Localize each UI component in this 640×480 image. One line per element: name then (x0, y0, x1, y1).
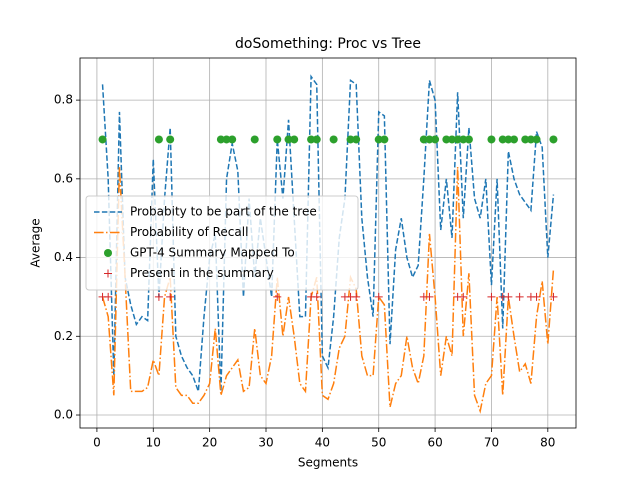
point (459, 135, 468, 144)
point (532, 135, 541, 144)
series-line (101, 74, 555, 392)
point (166, 135, 175, 144)
legend-label: Present in the summary (130, 266, 274, 280)
plus-marker (273, 292, 282, 301)
point (521, 135, 530, 144)
plus-marker (549, 292, 558, 301)
series-line (101, 166, 555, 414)
x-tick-label: 20 (202, 436, 217, 450)
point (464, 135, 473, 144)
plus-marker (352, 292, 361, 301)
plus-marker (154, 292, 163, 301)
point (284, 135, 293, 144)
point (442, 135, 451, 144)
point (307, 135, 316, 144)
x-tick-label: 50 (371, 436, 386, 450)
y-tick-label: 0.8 (54, 93, 73, 107)
point (431, 135, 440, 144)
plus-marker (312, 292, 321, 301)
point (419, 135, 428, 144)
point (290, 135, 299, 144)
point (374, 135, 383, 144)
point (216, 135, 225, 144)
point (273, 135, 282, 144)
legend: Probabity to be part of the tree Probabil… (85, 195, 359, 291)
y-tick-label: 0.0 (54, 408, 73, 422)
chart-title: doSomething: Proc vs Tree (235, 36, 421, 52)
legend-label: Probability of Recall (130, 225, 248, 239)
plus-marker (504, 292, 513, 301)
plus-marker (487, 292, 496, 301)
point (98, 135, 107, 144)
point (380, 135, 389, 144)
legend-swatch (104, 249, 112, 257)
point (250, 135, 259, 144)
legend-label: Probabity to be part of the tree (130, 205, 317, 219)
x-axis-label: Segments (298, 456, 358, 470)
x-tick-label: 40 (315, 436, 330, 450)
point (526, 135, 535, 144)
x-tick-label: 70 (484, 436, 499, 450)
y-tick-label: 0.6 (54, 171, 73, 185)
x-tick-label: 30 (258, 436, 273, 450)
plus-marker (515, 292, 524, 301)
legend-box (85, 195, 359, 291)
x-tick-label: 10 (146, 436, 161, 450)
point (453, 135, 462, 144)
point (228, 135, 237, 144)
plus-marker (374, 292, 383, 301)
y-axis-label: Average (29, 218, 43, 267)
point (448, 135, 456, 144)
point (329, 135, 338, 144)
point (549, 135, 558, 144)
point (425, 135, 434, 144)
plus-marker (459, 292, 468, 301)
x-tick-label: 0 (93, 436, 101, 450)
x-tick-label: 80 (540, 436, 555, 450)
point (504, 135, 513, 144)
point (498, 135, 507, 144)
point (346, 135, 355, 144)
plot-frame (79, 57, 577, 429)
x-tick-label: 60 (427, 436, 442, 450)
plus-marker (104, 269, 112, 278)
plus-marker (166, 292, 175, 301)
plus-marker (425, 292, 434, 301)
point (312, 135, 321, 144)
point (154, 135, 163, 144)
point (222, 135, 231, 144)
y-tick-label: 0.2 (54, 329, 73, 343)
plus-marker (532, 292, 541, 301)
legend-label: GPT-4 Summary Mapped To (130, 246, 295, 260)
y-tick-label: 0.4 (54, 250, 73, 264)
point (352, 135, 361, 144)
plus-marker (104, 292, 113, 301)
point (510, 135, 518, 144)
point (487, 135, 496, 144)
